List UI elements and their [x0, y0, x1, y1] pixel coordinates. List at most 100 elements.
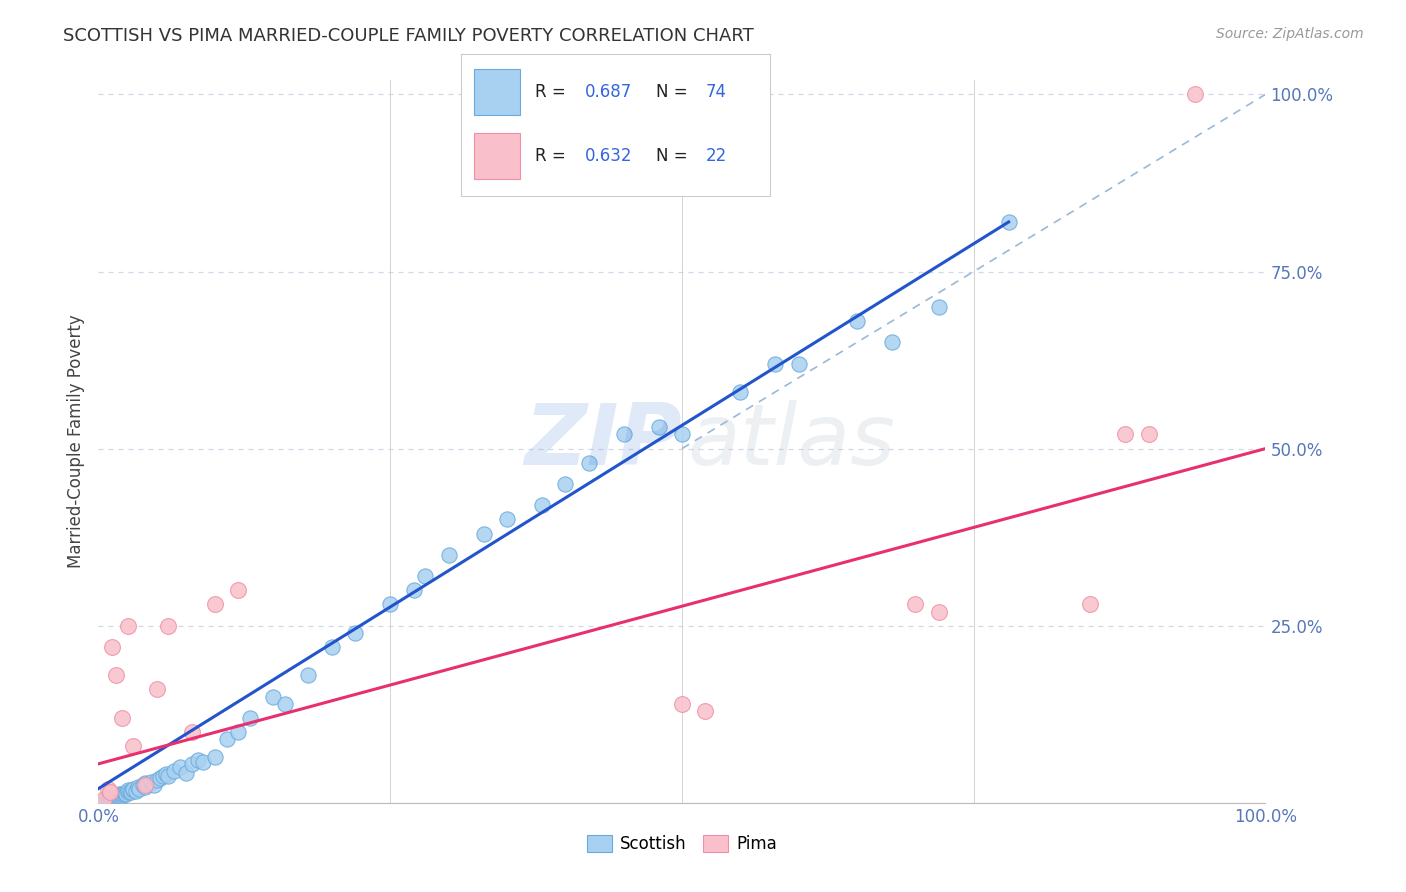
Point — [193, 755, 215, 769]
Point — [104, 668, 127, 682]
Point — [997, 215, 1019, 229]
Point — [262, 690, 284, 704]
Point — [204, 749, 226, 764]
Point — [104, 790, 127, 805]
Point — [228, 583, 250, 598]
Point — [647, 420, 669, 434]
Text: N =: N = — [657, 147, 693, 165]
Point — [239, 711, 262, 725]
Point — [187, 753, 209, 767]
Point — [180, 725, 202, 739]
Point — [413, 569, 436, 583]
Point — [104, 790, 127, 805]
Text: 0.687: 0.687 — [585, 83, 633, 101]
Point — [578, 456, 600, 470]
Point — [98, 790, 121, 805]
Point — [228, 725, 250, 739]
Point — [152, 769, 174, 783]
Bar — [474, 134, 520, 179]
Point — [125, 784, 148, 798]
Point — [104, 789, 127, 803]
Point — [93, 792, 115, 806]
Point — [101, 791, 124, 805]
Point — [554, 477, 576, 491]
Point — [1184, 87, 1206, 102]
Point — [169, 760, 191, 774]
Point — [134, 778, 156, 792]
Point — [1114, 427, 1136, 442]
Point — [149, 771, 172, 785]
Point — [174, 766, 197, 780]
Point — [530, 498, 553, 512]
Point — [98, 785, 121, 799]
Point — [122, 781, 145, 796]
Point — [93, 794, 115, 808]
Point — [763, 357, 786, 371]
Point — [928, 300, 950, 314]
Y-axis label: Married-Couple Family Poverty: Married-Couple Family Poverty — [66, 315, 84, 568]
Point — [108, 789, 131, 803]
Point — [122, 739, 145, 753]
Point — [107, 789, 129, 804]
Point — [274, 697, 297, 711]
Point — [128, 781, 150, 796]
Point — [114, 786, 136, 800]
Point — [297, 668, 319, 682]
Point — [97, 791, 120, 805]
Point — [117, 785, 139, 799]
Point — [1137, 427, 1160, 442]
Text: 0.632: 0.632 — [585, 147, 633, 165]
Point — [117, 618, 139, 632]
Point — [132, 778, 155, 792]
Point — [157, 769, 180, 783]
Point — [101, 640, 124, 654]
Point — [671, 427, 693, 442]
Point — [846, 314, 869, 328]
Point — [437, 548, 460, 562]
Point — [96, 792, 118, 806]
Point — [146, 682, 169, 697]
Point — [204, 598, 226, 612]
Point — [98, 792, 121, 806]
Point — [122, 783, 145, 797]
Point — [127, 780, 149, 795]
Point — [97, 793, 120, 807]
Point — [120, 785, 142, 799]
Point — [97, 781, 120, 796]
Point — [163, 764, 186, 778]
Point — [134, 776, 156, 790]
Point — [671, 697, 693, 711]
Point — [115, 787, 138, 801]
Point — [880, 335, 903, 350]
Point — [108, 787, 131, 801]
Point — [146, 773, 169, 788]
Point — [344, 625, 367, 640]
Point — [180, 756, 202, 771]
Point — [134, 780, 156, 795]
Point — [730, 384, 752, 399]
Text: N =: N = — [657, 83, 693, 101]
Point — [1080, 598, 1102, 612]
Text: R =: R = — [536, 147, 571, 165]
Point — [105, 790, 128, 805]
Point — [695, 704, 717, 718]
Point — [215, 732, 238, 747]
Point — [402, 583, 425, 598]
Text: 74: 74 — [706, 83, 727, 101]
Point — [111, 711, 134, 725]
Point — [787, 357, 810, 371]
Point — [117, 783, 139, 797]
Point — [103, 790, 125, 805]
Point — [157, 618, 180, 632]
Point — [111, 787, 134, 801]
Point — [380, 598, 402, 612]
Text: R =: R = — [536, 83, 571, 101]
Point — [139, 774, 162, 789]
Point — [472, 526, 495, 541]
Text: SCOTTISH VS PIMA MARRIED-COUPLE FAMILY POVERTY CORRELATION CHART: SCOTTISH VS PIMA MARRIED-COUPLE FAMILY P… — [63, 27, 754, 45]
Text: 22: 22 — [706, 147, 727, 165]
Text: Source: ZipAtlas.com: Source: ZipAtlas.com — [1216, 27, 1364, 41]
Point — [496, 512, 519, 526]
Legend: Scottish, Pima: Scottish, Pima — [579, 828, 785, 860]
Point — [143, 778, 166, 792]
